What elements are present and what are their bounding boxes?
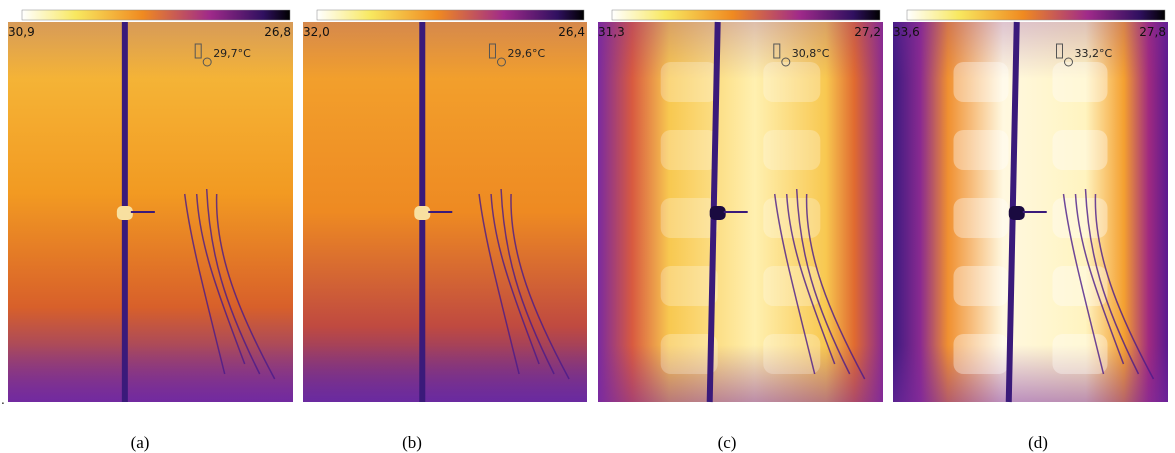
colorbar <box>317 10 584 20</box>
hot-patch <box>954 266 1009 306</box>
scale-max: 30,9 <box>8 25 35 39</box>
scale-min: 26,4 <box>558 25 585 39</box>
scale-min: 27,8 <box>1139 25 1166 39</box>
hot-patch <box>661 130 718 170</box>
spot-temperature: 33,2°C <box>1075 47 1113 60</box>
spot-temperature: 29,6°C <box>507 47 545 60</box>
spot-temperature: 30,8°C <box>792 47 830 60</box>
figure: . 30,9 26,8 29,7°C (a) 32,0 26,4 29,6°C (b) 31,3 2… <box>0 0 1175 453</box>
hot-patch <box>763 130 820 170</box>
caption: (b) <box>402 433 422 452</box>
clamp <box>1009 206 1025 220</box>
thermal-panel: 32,0 26,4 29,6°C (b) <box>303 10 587 452</box>
caption: (c) <box>718 433 737 452</box>
scale-min: 27,2 <box>854 25 881 39</box>
hot-patch <box>661 62 718 102</box>
lead-mark: . <box>1 393 5 407</box>
colorbar <box>612 10 880 20</box>
spot-temperature: 29,7°C <box>213 47 251 60</box>
hot-patch <box>661 198 718 238</box>
scale-max: 33,6 <box>893 25 920 39</box>
thermal-panel: 31,3 27,2 30,8°C (c) <box>598 10 883 452</box>
clamp <box>414 206 430 220</box>
caption: (d) <box>1028 433 1048 452</box>
hot-patch <box>1053 62 1108 102</box>
hot-patch <box>954 334 1009 374</box>
scale-max: 31,3 <box>598 25 625 39</box>
thermal-panel: 30,9 26,8 29,7°C (a) <box>8 10 293 452</box>
hot-patch <box>954 130 1009 170</box>
hot-patch <box>954 62 1009 102</box>
colorbar <box>907 10 1165 20</box>
clamp <box>710 206 726 220</box>
hot-patch <box>1053 266 1108 306</box>
colorbar <box>22 10 290 20</box>
scale-min: 26,8 <box>264 25 291 39</box>
hot-patch <box>763 62 820 102</box>
hot-patch <box>1053 130 1108 170</box>
scale-max: 32,0 <box>303 25 330 39</box>
caption: (a) <box>131 433 150 452</box>
clamp <box>117 206 133 220</box>
hot-patch <box>763 334 820 374</box>
hot-patch <box>954 198 1009 238</box>
thermal-panel: 33,6 27,8 33,2°C (d) <box>893 10 1168 452</box>
